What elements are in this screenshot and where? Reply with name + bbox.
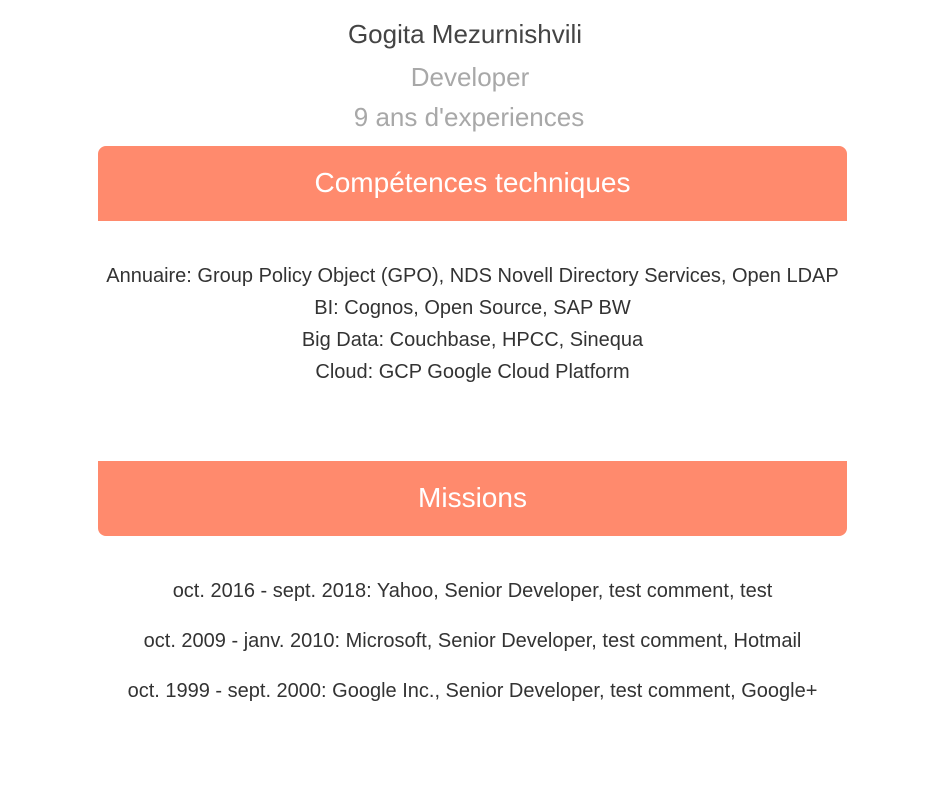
- profile-role: Developer: [410, 62, 530, 92]
- skill-item: BI: Cognos, Open Source, SAP BW: [314, 297, 631, 319]
- mission-item: oct. 2016 - sept. 2018: Yahoo, Senior De…: [172, 580, 773, 602]
- skill-item: Annuaire: Group Policy Object (GPO), NDS…: [106, 265, 839, 287]
- skills-section-header: Compétences techniques: [98, 146, 847, 221]
- skill-item: Cloud: GCP Google Cloud Platform: [315, 361, 630, 383]
- skill-item: Big Data: Couchbase, HPCC, Sinequa: [301, 329, 644, 351]
- skills-list: Annuaire: Group Policy Object (GPO), NDS…: [98, 260, 847, 388]
- profile-experience: 9 ans d'experiences: [353, 102, 585, 132]
- mission-item: oct. 2009 - janv. 2010: Microsoft, Senio…: [143, 630, 802, 652]
- mission-item: oct. 1999 - sept. 2000: Google Inc., Sen…: [127, 680, 818, 702]
- profile-name: Gogita Mezurnishvili: [347, 19, 583, 49]
- missions-section-header: Missions: [98, 461, 847, 536]
- missions-list: oct. 2016 - sept. 2018: Yahoo, Senior De…: [98, 575, 847, 725]
